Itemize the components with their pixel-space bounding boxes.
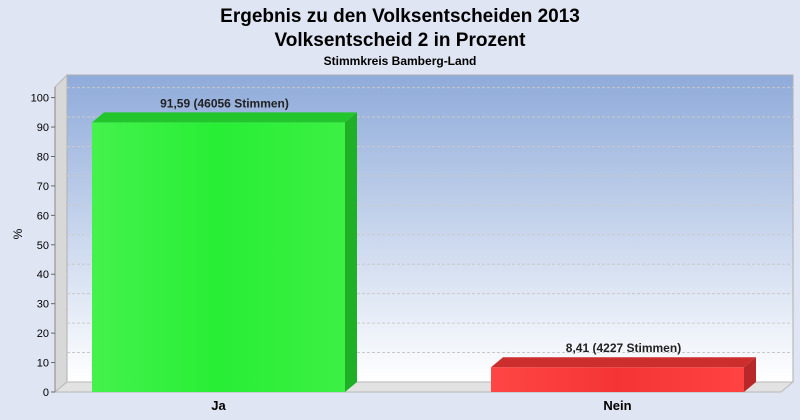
y-axis-label: % — [11, 228, 25, 239]
bar-nein — [491, 357, 756, 392]
bar-front — [491, 367, 744, 392]
y-tick-label: 10 — [37, 358, 49, 370]
y-tick-label: 100 — [31, 93, 49, 105]
bar-top — [491, 357, 756, 368]
plot-left-wall — [54, 73, 68, 394]
bar-ja — [92, 112, 357, 392]
chart-subtitle: Stimmkreis Bamberg-Land — [324, 54, 477, 68]
data-label-nein: 8,41 (4227 Stimmen) — [566, 341, 681, 355]
x-axis-labels: Ja Nein — [211, 398, 631, 413]
bar-side — [744, 357, 756, 392]
y-tick-label: 0 — [43, 387, 49, 399]
x-tick-label-nein: Nein — [603, 398, 631, 413]
bar-top — [92, 112, 357, 123]
y-tick-label: 40 — [37, 269, 49, 281]
chart-title: Ergebnis zu den Volksentscheiden 2013 — [220, 6, 580, 27]
y-tick-label: 80 — [37, 151, 49, 163]
bar-side — [345, 112, 357, 392]
bar-front — [92, 122, 345, 392]
data-label-ja: 91,59 (46056 Stimmen) — [160, 96, 289, 110]
x-tick-label-ja: Ja — [211, 398, 226, 413]
y-tick-label: 20 — [37, 328, 49, 340]
bars: 91,59 (46056 Stimmen) 8,41 (4227 Stimmen) — [92, 96, 756, 392]
y-tick-label: 30 — [37, 299, 49, 311]
y-tick-label: 70 — [37, 181, 49, 193]
chart-title-line2: Volksentscheid 2 in Prozent — [275, 30, 527, 51]
y-tick-label: 90 — [37, 122, 49, 134]
y-tick-label: 60 — [37, 210, 49, 222]
y-axis-ticks: 0 10 20 30 40 50 60 70 80 90 100 — [31, 93, 55, 399]
y-tick-label: 50 — [37, 240, 49, 252]
